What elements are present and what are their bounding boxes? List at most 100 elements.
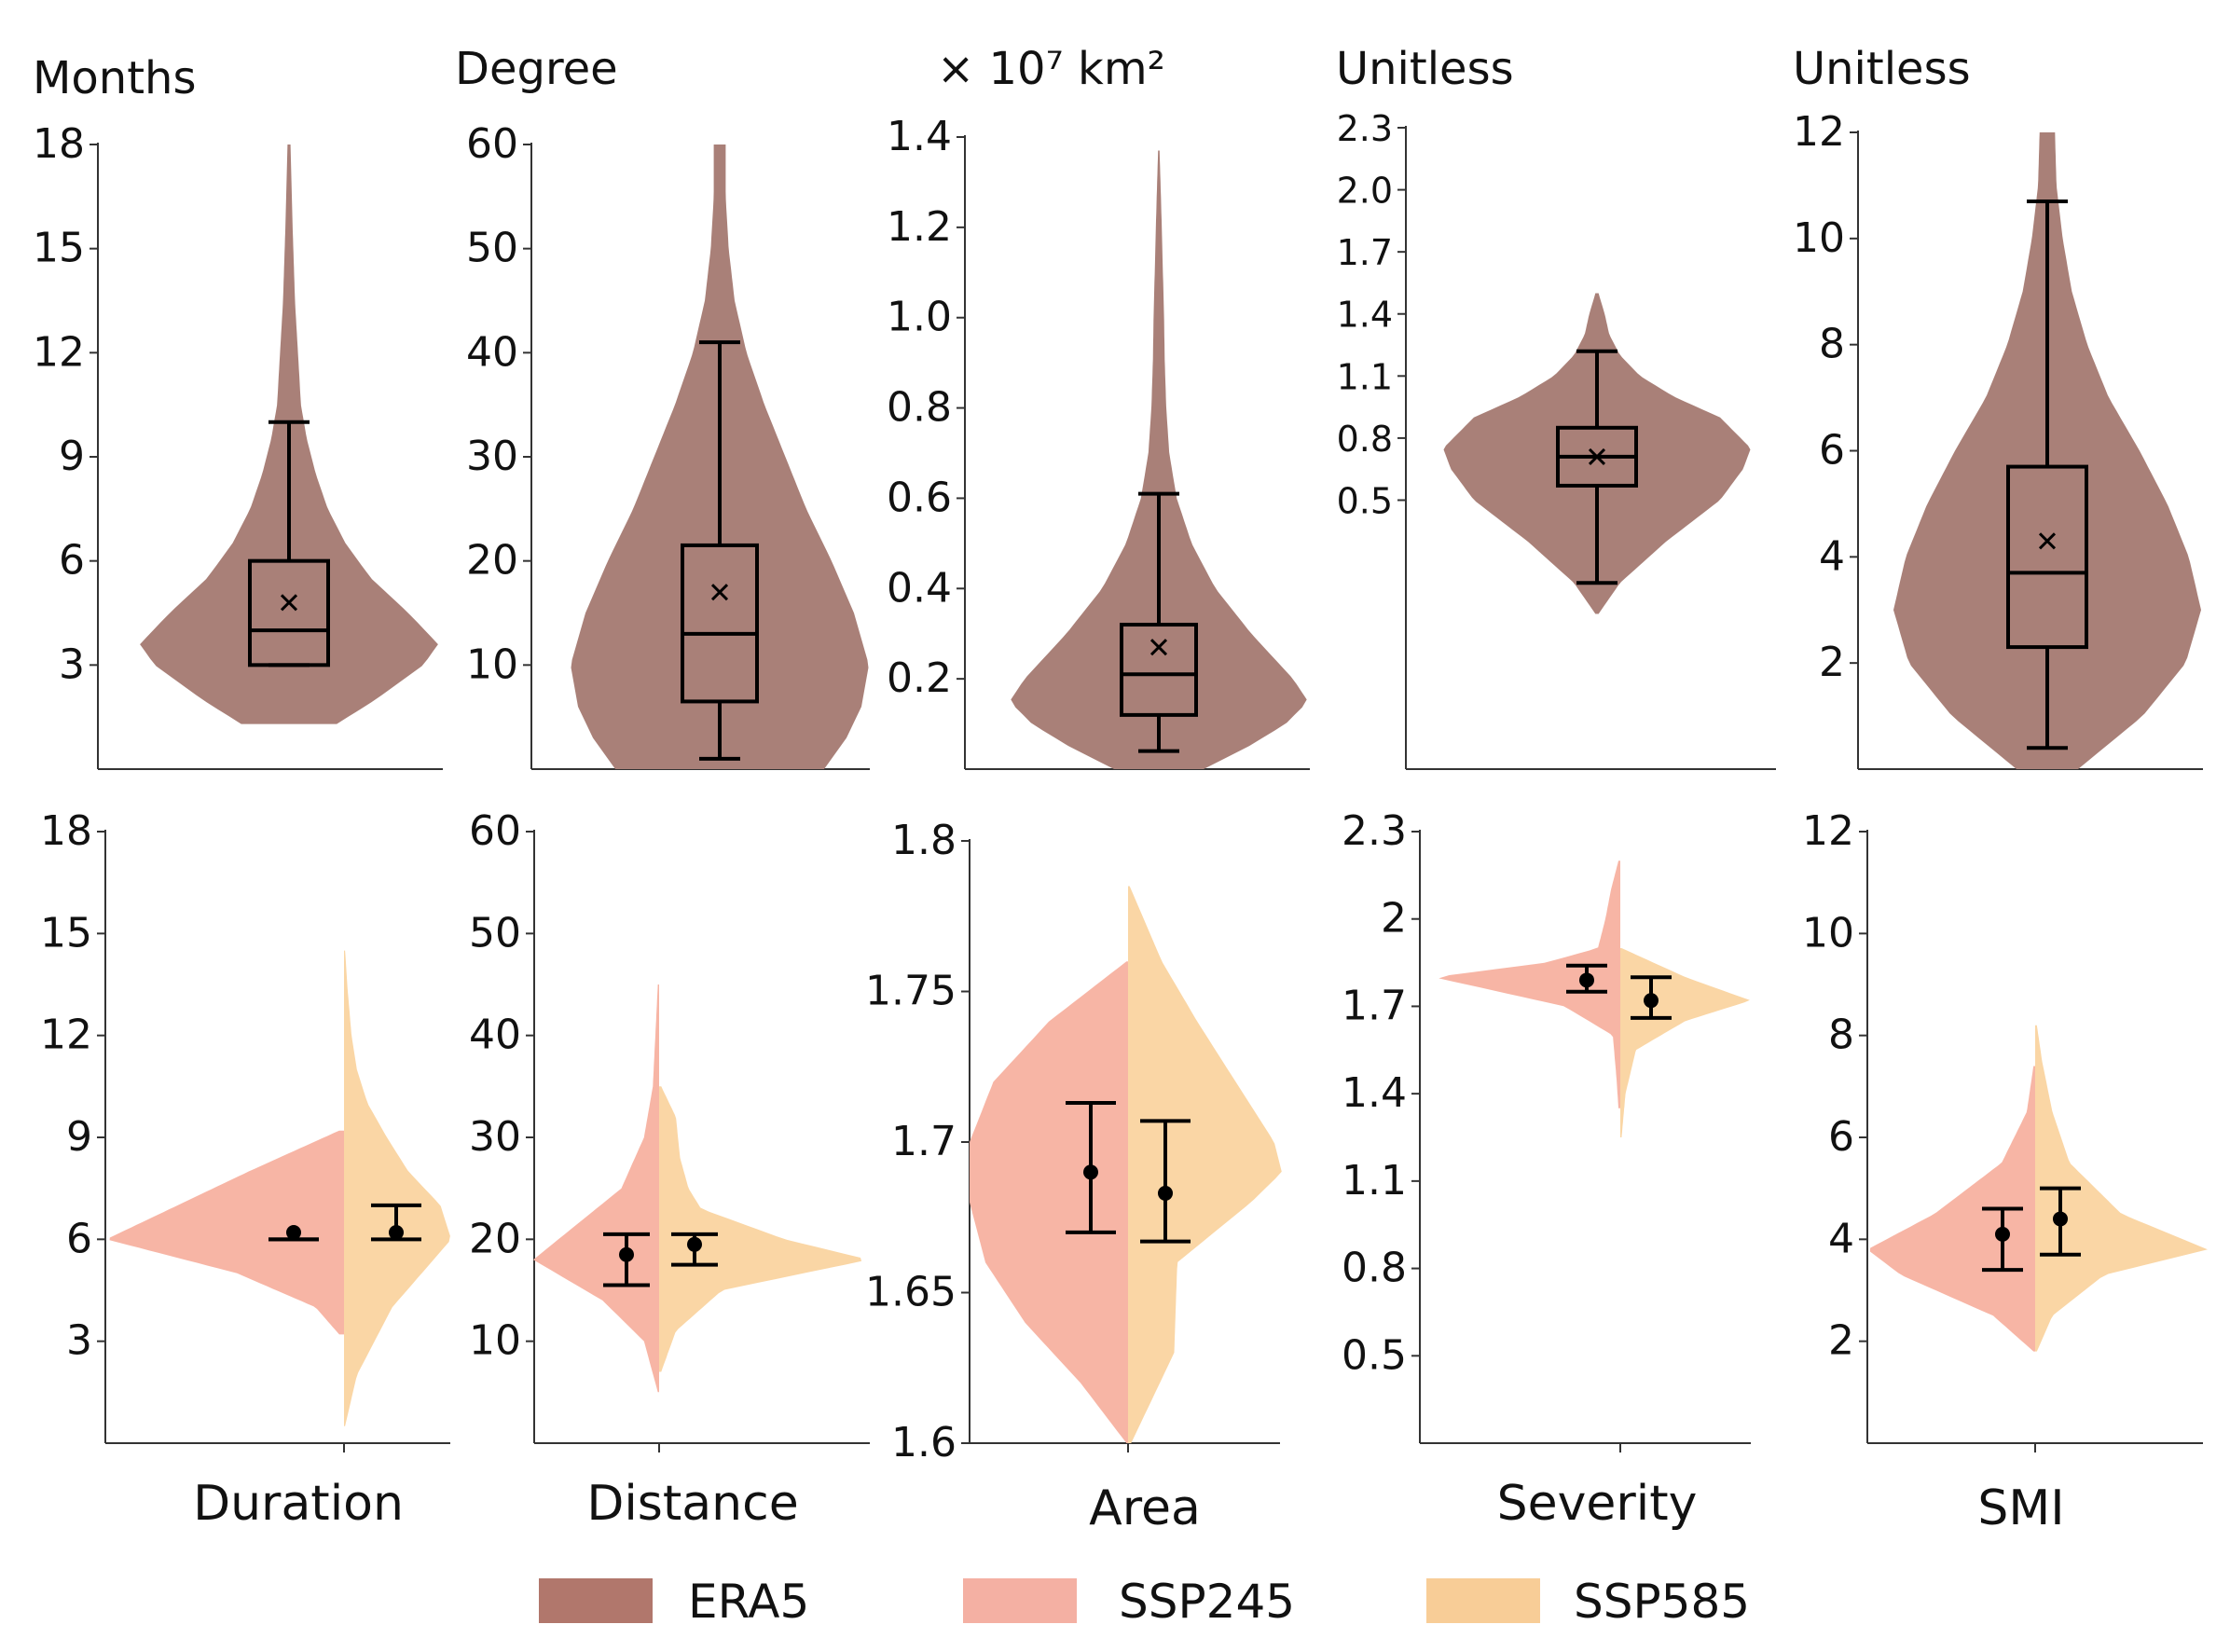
bottom-y-tick-label-4-5: 12	[1802, 807, 1854, 855]
ssp585-half-violin	[344, 950, 450, 1426]
x-label-severity: Severity	[1497, 1476, 1698, 1532]
bottom-y-tick-label-4-0: 2	[1828, 1317, 1854, 1365]
top-y-tick-label-1-1: 20	[466, 537, 518, 585]
top-y-tick-label-4-1: 4	[1819, 532, 1845, 580]
top-y-tick-label-4-3: 8	[1819, 321, 1845, 368]
ssp245-mean-point	[286, 1225, 301, 1241]
legend-label-ssp585: SSP585	[1574, 1575, 1750, 1629]
ssp245-half-violin	[970, 961, 1128, 1443]
ssp245-half-violin	[1438, 860, 1620, 1108]
bottom-panel-distance: 10 20 30 40 50 60	[469, 807, 870, 1452]
bottom-panel-severity: 0.5 0.8 1.1 1.4 1.7 2 2.3	[1342, 807, 1751, 1452]
top-y-tick-label-2-4: 1.0	[887, 294, 952, 341]
ssp585-mean-point	[2053, 1211, 2068, 1227]
plots: 3 6 9 12 15 18 3 6 9 12 15 18 10 20 30 40 50 60 10 20 30 40 50…	[33, 108, 2208, 1466]
ssp245-half-violin	[533, 984, 659, 1393]
x-label-distance: Distance	[586, 1476, 798, 1532]
bottom-panel-smi: 2 4 6 8 10 12	[1802, 807, 2208, 1452]
bottom-y-tick-label-2-0: 1.6	[891, 1419, 957, 1466]
era5-violin	[1443, 293, 1751, 614]
ssp245-mean-point	[1995, 1226, 2010, 1242]
bottom-y-tick-label-0-1: 6	[66, 1215, 92, 1262]
iqr-box	[1120, 623, 1198, 717]
ssp585-mean-point	[1158, 1185, 1173, 1201]
mean-marker	[710, 584, 729, 601]
top-y-tick-label-3-4: 1.7	[1337, 232, 1393, 273]
top-y-tick-label-3-2: 1.1	[1337, 356, 1393, 397]
bottom-y-tick-label-4-4: 10	[1802, 909, 1854, 957]
top-y-tick-label-0-1: 6	[59, 537, 85, 585]
bottom-y-tick-label-0-5: 18	[40, 807, 92, 855]
bottom-y-tick-label-1-0: 10	[469, 1317, 521, 1365]
top-y-tick-label-0-5: 18	[33, 120, 85, 168]
iqr-box	[681, 543, 759, 704]
top-y-tick-label-1-0: 10	[466, 640, 518, 688]
ssp585-half-violin	[659, 1086, 862, 1372]
unit-label-area: × 10⁷ km²	[937, 43, 1165, 95]
bottom-y-tick-label-1-2: 30	[469, 1113, 521, 1161]
ssp585-half-violin	[1128, 886, 1282, 1443]
bottom-y-tick-label-2-4: 1.8	[891, 817, 957, 864]
bottom-y-tick-label-0-3: 12	[40, 1012, 92, 1059]
ssp245-mean-point	[1579, 972, 1594, 988]
mean-marker	[1588, 447, 1606, 465]
bottom-y-tick-label-3-4: 1.7	[1342, 982, 1407, 1029]
bottom-y-tick-label-2-2: 1.7	[891, 1118, 957, 1165]
ssp245-half-violin	[1869, 1066, 2035, 1352]
ssp245-mean-point	[619, 1246, 634, 1262]
x-label-smi: SMI	[1977, 1480, 2064, 1536]
bottom-y-tick-label-2-3: 1.75	[865, 968, 957, 1015]
top-panel-duration: 3 6 9 12 15 18	[33, 120, 443, 770]
top-y-tick-label-2-2: 0.6	[887, 474, 952, 521]
ssp585-half-violin	[2035, 1025, 2208, 1352]
top-y-tick-label-1-3: 40	[466, 328, 518, 376]
ssp585-mean-point	[389, 1225, 404, 1241]
top-panel-area: 0.2 0.4 0.6 0.8 1.0 1.2 1.4	[887, 113, 1310, 770]
top-panel-distance: 10 20 30 40 50 60	[466, 120, 870, 770]
legend: ERA5 SSP245 SSP585	[539, 1575, 1750, 1629]
mean-marker	[280, 594, 298, 612]
bottom-y-tick-label-0-0: 3	[66, 1317, 92, 1365]
top-y-tick-label-3-1: 0.8	[1337, 419, 1393, 460]
unit-label-severity: Unitless	[1336, 43, 1514, 95]
top-y-tick-label-3-0: 0.5	[1337, 480, 1393, 521]
bottom-y-tick-label-2-1: 1.65	[865, 1269, 957, 1316]
bottom-y-tick-label-3-0: 0.5	[1342, 1331, 1407, 1379]
bottom-panel-area: 1.6 1.65 1.7 1.75 1.8	[865, 817, 1282, 1466]
bottom-y-tick-label-4-2: 6	[1828, 1113, 1854, 1161]
bottom-y-tick-label-4-1: 4	[1828, 1215, 1854, 1262]
top-y-tick-label-1-4: 50	[466, 225, 518, 272]
bottom-y-tick-label-0-2: 9	[66, 1113, 92, 1161]
top-y-tick-label-3-5: 2.0	[1337, 171, 1393, 212]
bottom-y-tick-label-3-5: 2	[1381, 895, 1407, 943]
legend-label-ssp245: SSP245	[1119, 1575, 1295, 1629]
top-y-tick-label-0-2: 9	[59, 433, 85, 480]
bottom-y-tick-label-1-4: 50	[469, 909, 521, 957]
top-y-tick-label-2-5: 1.2	[887, 203, 952, 251]
ssp585-mean-point	[1644, 993, 1659, 1009]
mean-marker	[1149, 639, 1168, 656]
top-y-tick-label-3-6: 2.3	[1337, 108, 1393, 149]
top-y-tick-label-1-5: 60	[466, 120, 518, 168]
iqr-box	[248, 558, 330, 668]
top-y-tick-label-1-2: 30	[466, 433, 518, 480]
unit-label-duration: Months	[33, 52, 196, 104]
top-y-tick-label-4-0: 2	[1819, 639, 1845, 686]
top-y-tick-label-4-4: 10	[1793, 214, 1845, 262]
legend-label-era5: ERA5	[688, 1575, 809, 1629]
top-y-tick-label-2-0: 0.2	[887, 654, 952, 702]
top-y-tick-label-3-3: 1.4	[1337, 295, 1393, 336]
top-y-tick-label-0-0: 3	[59, 640, 85, 688]
x-label-area: Area	[1089, 1480, 1201, 1536]
bottom-y-tick-label-3-1: 0.8	[1342, 1245, 1407, 1292]
bottom-panel-duration: 3 6 9 12 15 18	[40, 807, 450, 1452]
mean-marker	[2038, 532, 2057, 550]
bottom-y-tick-label-4-3: 8	[1828, 1012, 1854, 1059]
x-label-duration: Duration	[193, 1476, 404, 1532]
bottom-y-tick-label-1-1: 20	[469, 1215, 521, 1262]
legend-swatch-ssp245	[963, 1578, 1077, 1623]
era5-violin	[1011, 150, 1307, 769]
iqr-box	[2006, 464, 2088, 650]
top-y-tick-label-2-6: 1.4	[887, 113, 952, 160]
